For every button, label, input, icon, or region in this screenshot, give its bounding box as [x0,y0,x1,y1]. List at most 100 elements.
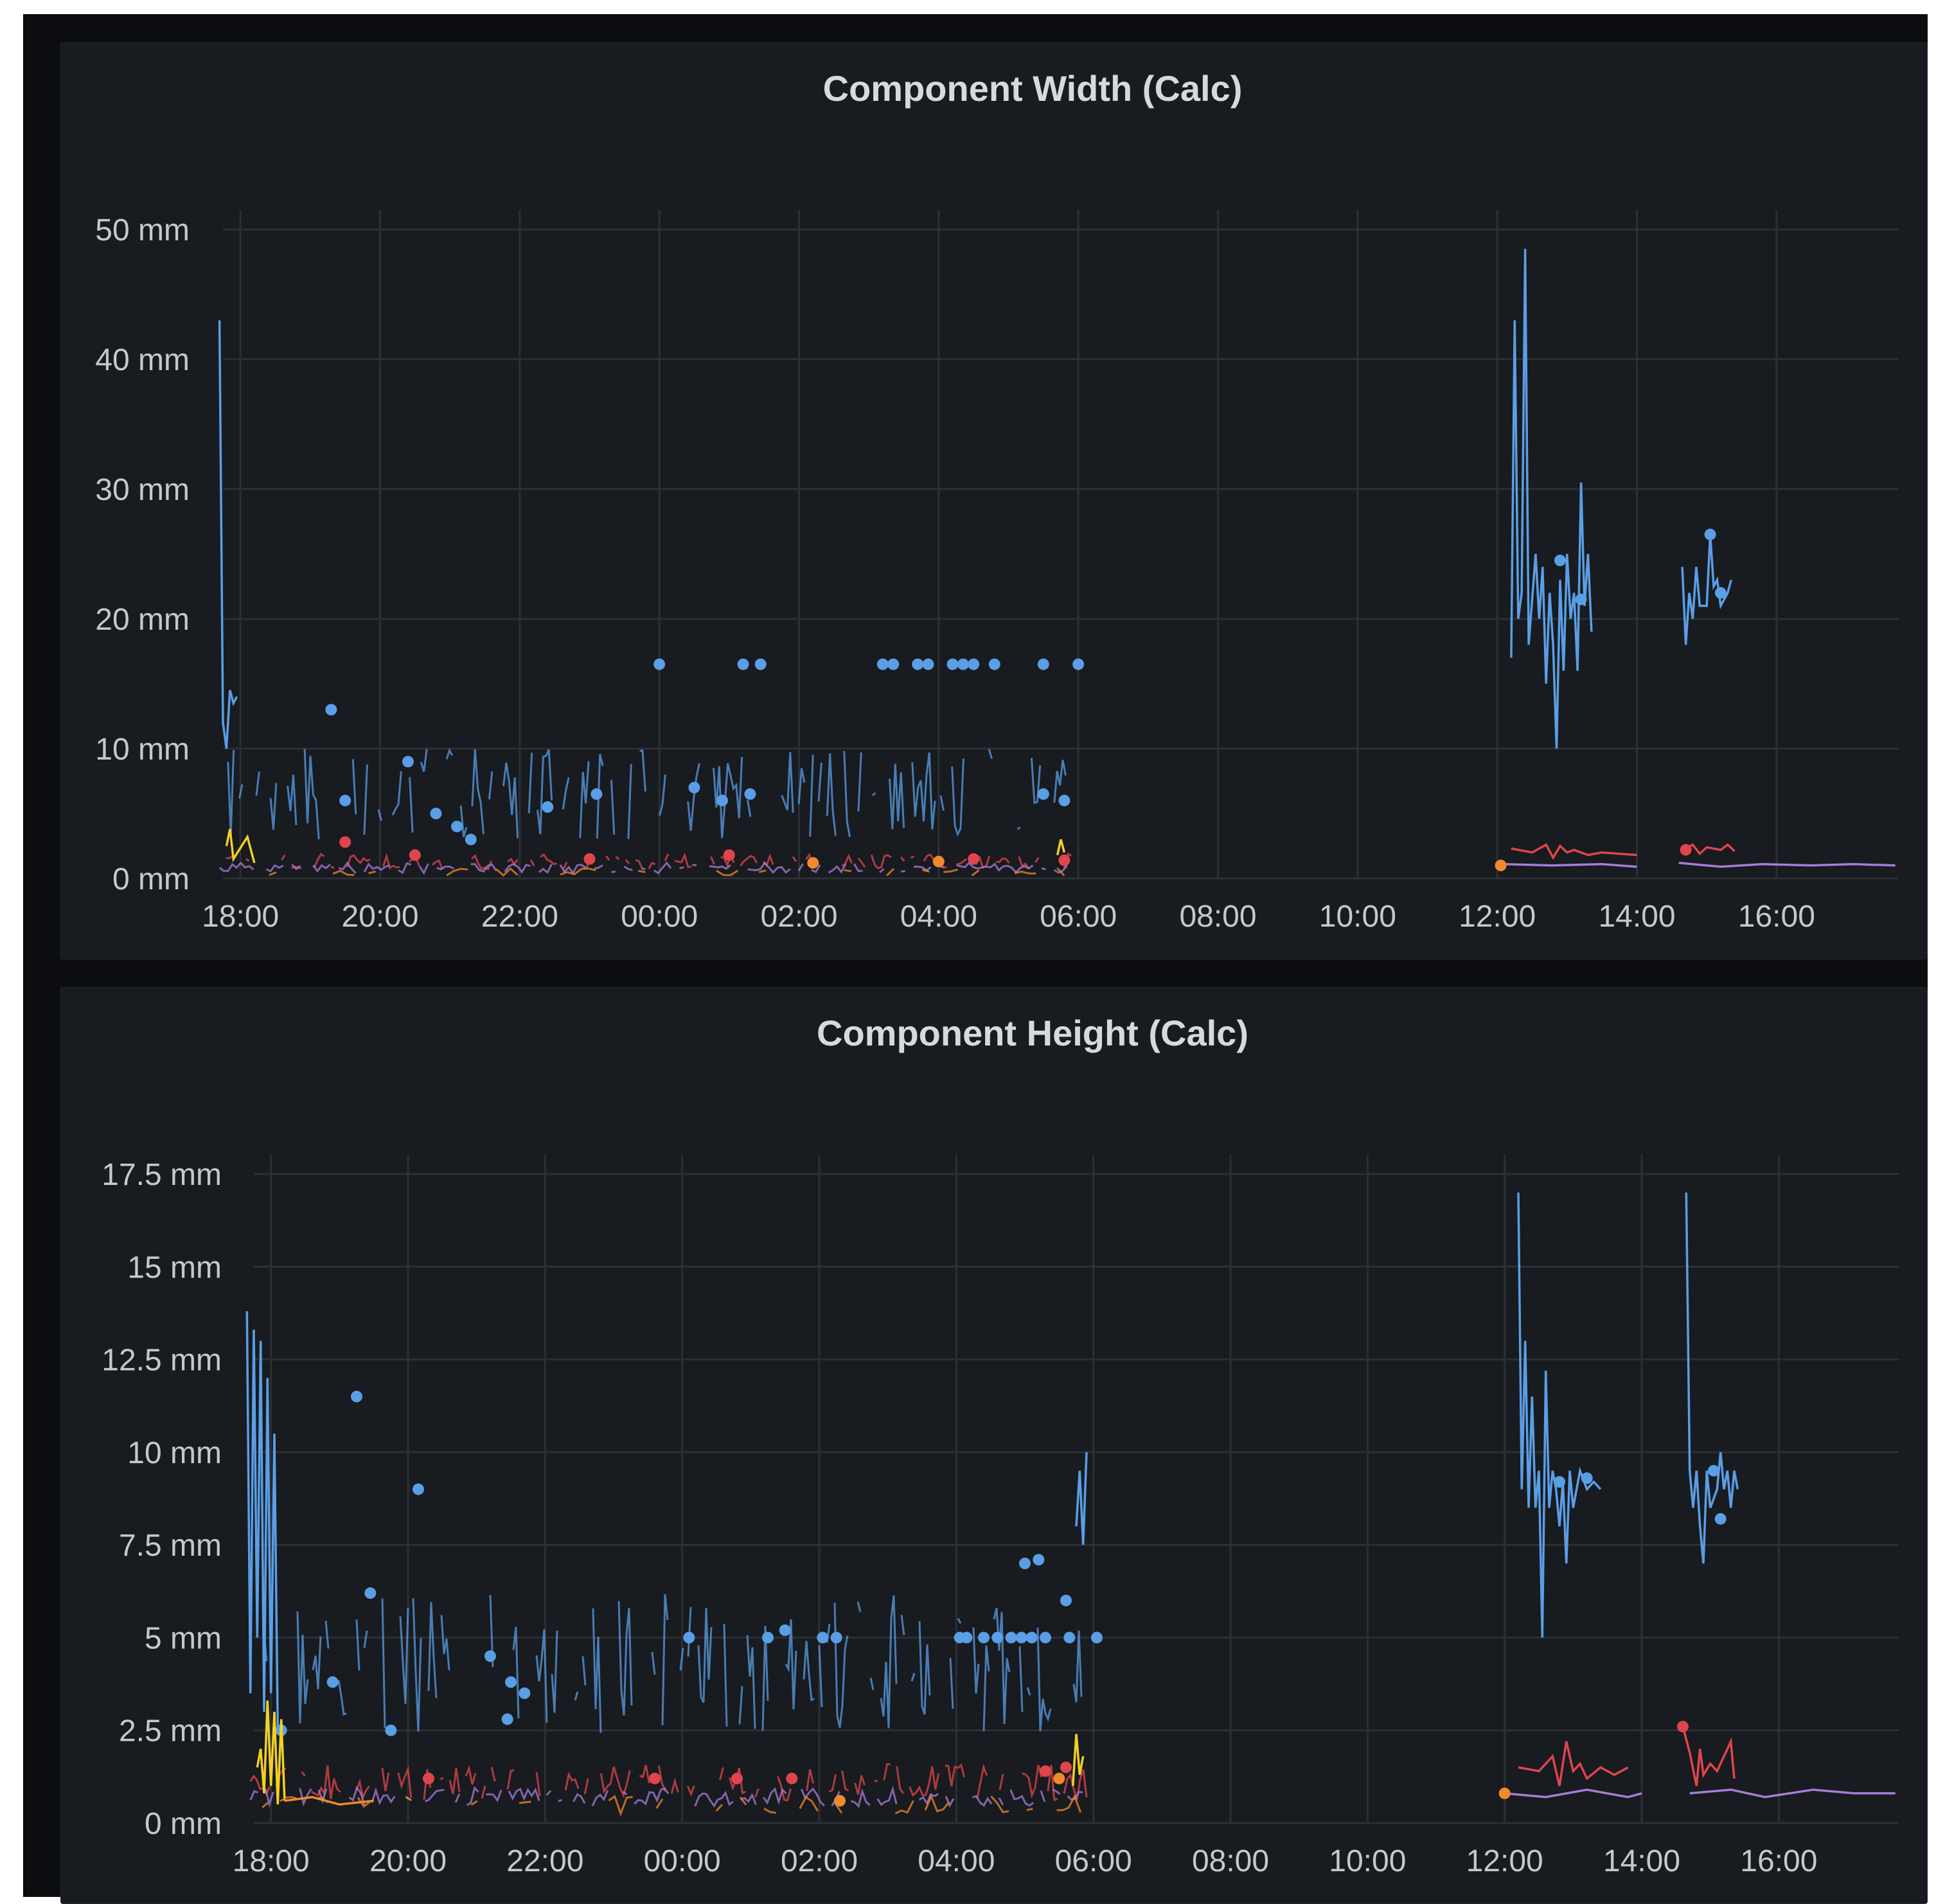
series-trace [357,1619,359,1670]
series-trace [421,749,427,772]
series-trace [347,855,370,867]
data-point [1072,659,1084,670]
series-trace [782,752,794,813]
series-trace [994,1608,1009,1724]
data-point [762,1632,774,1643]
series-trace [688,1607,691,1657]
series-trace [807,1770,813,1791]
data-point [339,836,351,848]
series-orange [262,1773,1510,1814]
series-trace [467,1788,479,1806]
x-tick-label: 08:00 [1192,1844,1269,1878]
series-trace [844,751,850,837]
series-trace [364,864,390,872]
data-point [947,659,959,670]
series-trace [382,1599,385,1729]
data-point [1715,587,1727,599]
series-trace [675,855,691,867]
series-trace [398,1769,411,1798]
data-point [779,1624,791,1636]
data-point [989,659,1000,670]
series-trace [413,1598,421,1732]
data-point [923,659,934,670]
series-trace [688,1786,694,1794]
data-point [834,1795,846,1806]
series-trace [871,855,891,868]
y-tick-label: 10 mm [95,733,190,767]
data-point [1091,1632,1103,1643]
data-point [542,801,553,813]
series-trace [450,1768,459,1794]
data-point [1705,529,1716,540]
data-point [505,1677,517,1688]
series-trace [437,866,454,869]
series-trace [529,752,532,813]
series-trace [611,871,616,872]
series-trace [958,1619,961,1624]
x-tick-label: 20:00 [341,900,418,934]
data-point [1038,788,1049,800]
data-point [1495,860,1507,871]
series-trace [539,864,552,873]
y-tick-label: 15 mm [127,1250,222,1285]
series-trace [333,871,354,875]
series-trace [400,1608,408,1704]
x-tick-label: 20:00 [369,1844,447,1878]
series-trace [854,864,862,871]
data-point [683,1632,695,1643]
data-point [724,850,735,861]
series-trace [466,1768,475,1784]
series-trace [858,1602,860,1612]
series-trace [608,1797,632,1814]
series-trace [635,860,642,869]
series-trace [724,1624,727,1726]
y-tick-label: 30 mm [95,473,190,507]
series-trace [756,1788,759,1797]
x-tick-label: 02:00 [781,1844,858,1878]
data-point [591,788,602,800]
x-tick-label: 14:00 [1603,1844,1680,1878]
series-trace [410,778,413,833]
data-point [584,853,596,865]
series-trace [461,806,466,837]
series-trace [654,863,671,873]
series-trace [628,764,631,839]
series-trace [531,860,534,866]
series-line [1073,1734,1083,1786]
series-yellow [257,1701,1083,1805]
series-trace [880,869,884,873]
series-line [1505,1790,1642,1797]
series-trace [393,771,401,815]
series-trace [513,1627,519,1718]
series-trace [509,1789,539,1801]
x-tick-label: 10:00 [1319,900,1396,934]
x-tick-label: 16:00 [1738,900,1815,934]
data-point [1554,1476,1565,1488]
data-point [502,1713,513,1725]
y-tick-label: 12.5 mm [102,1344,222,1378]
series-trace [611,780,614,835]
data-point [877,659,889,670]
data-point [831,1632,842,1643]
series-trace [300,1788,312,1804]
data-point [484,1650,496,1662]
data-point [1026,1632,1038,1643]
series-trace [800,1797,818,1811]
series-trace [1064,1770,1087,1801]
data-point [887,659,899,670]
series-trace [312,1765,341,1799]
data-point [1040,1765,1051,1777]
data-point [689,782,700,794]
series-line [1076,1452,1087,1545]
data-point [325,704,337,715]
series-trace [851,1792,870,1806]
series-trace [835,1603,848,1727]
x-tick-label: 12:00 [1466,1844,1543,1878]
data-point [738,659,749,670]
series-trace [472,1801,477,1805]
y-tick-label: 0 mm [145,1807,222,1841]
x-tick-label: 06:00 [1040,900,1117,934]
series-trace [810,755,813,837]
